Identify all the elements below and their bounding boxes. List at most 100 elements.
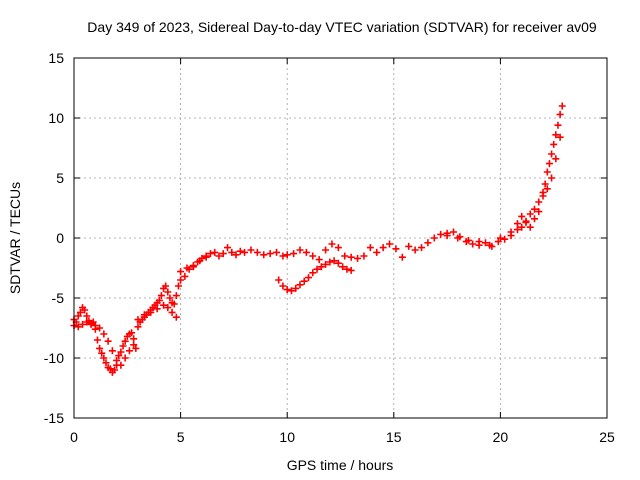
data-point — [119, 342, 127, 350]
data-point — [104, 337, 112, 345]
data-point — [454, 234, 462, 242]
data-point — [545, 160, 553, 168]
data-point — [196, 257, 204, 265]
x-axis-label: GPS time / hours — [287, 457, 394, 473]
data-point — [398, 253, 406, 261]
data-point — [87, 319, 95, 327]
data-point — [486, 241, 494, 249]
data-point — [96, 324, 104, 332]
x-tick-label: 5 — [177, 429, 185, 445]
data-point — [166, 294, 174, 302]
data-point — [115, 352, 123, 360]
data-point — [164, 304, 172, 312]
data-point — [535, 208, 543, 216]
x-tick-label: 0 — [70, 429, 78, 445]
data-point — [273, 248, 281, 256]
data-point — [496, 234, 504, 242]
y-tick-label: 0 — [56, 230, 64, 246]
data-point — [405, 242, 413, 250]
data-point — [531, 215, 539, 223]
data-point — [411, 246, 419, 254]
data-point — [526, 210, 534, 218]
data-point — [219, 250, 227, 258]
data-point — [153, 305, 161, 313]
data-point — [211, 248, 219, 256]
data-point — [140, 311, 148, 319]
data-point — [392, 245, 400, 253]
data-point — [155, 296, 163, 304]
data-point — [215, 252, 223, 260]
y-tick-label: 5 — [56, 170, 64, 186]
data-point — [224, 244, 232, 252]
data-point — [315, 256, 323, 264]
data-point — [360, 252, 368, 260]
data-point — [117, 361, 125, 369]
data-point — [275, 276, 283, 284]
data-point — [81, 306, 89, 314]
data-point — [183, 264, 191, 272]
data-point — [83, 312, 91, 320]
data-point — [386, 240, 394, 248]
y-tick-label: -10 — [44, 350, 64, 366]
data-point — [283, 286, 291, 294]
data-point — [449, 228, 457, 236]
data-point — [300, 277, 308, 285]
data-point — [302, 248, 310, 256]
data-point — [305, 274, 313, 282]
data-point — [117, 348, 125, 356]
data-point — [189, 263, 197, 271]
data-point — [132, 344, 140, 352]
data-point — [518, 212, 526, 220]
data-point — [535, 198, 543, 206]
series-0 — [70, 102, 566, 376]
data-point — [241, 248, 249, 256]
data-point — [437, 230, 445, 238]
data-point — [552, 155, 560, 163]
x-tick-label: 15 — [386, 429, 402, 445]
data-point — [309, 269, 317, 277]
data-point — [339, 263, 347, 271]
data-point — [317, 263, 325, 271]
data-point — [83, 318, 91, 326]
data-point — [134, 323, 142, 331]
data-point — [552, 131, 560, 139]
data-point — [98, 349, 106, 357]
data-point — [526, 223, 534, 231]
data-point — [558, 102, 566, 110]
data-point — [170, 300, 178, 308]
data-point — [260, 251, 268, 259]
data-point — [164, 288, 172, 296]
data-point — [494, 238, 502, 246]
data-point — [556, 110, 564, 118]
data-point — [518, 223, 526, 231]
data-point — [522, 218, 530, 226]
data-point — [96, 344, 104, 352]
chart-title: Day 349 of 2023, Sidereal Day-to-day VTE… — [87, 19, 597, 35]
data-point — [507, 232, 515, 240]
data-point — [556, 133, 564, 141]
data-point — [74, 323, 82, 331]
y-tick-label: -15 — [44, 410, 64, 426]
y-tick-label: 15 — [48, 50, 64, 66]
data-point — [172, 292, 180, 300]
data-point — [121, 354, 129, 362]
data-point — [162, 282, 170, 290]
data-point — [501, 235, 509, 243]
data-point — [247, 246, 255, 254]
data-point — [347, 253, 355, 261]
data-point — [543, 185, 551, 193]
data-point — [121, 337, 129, 345]
data-point — [475, 238, 483, 246]
data-point — [309, 252, 317, 260]
data-point — [113, 356, 121, 364]
data-point — [130, 335, 138, 343]
data-point — [108, 347, 116, 355]
axis-tick-labels: 0 5 10 15 20 25 -15 -10 -5 0 5 10 15 — [44, 50, 615, 445]
data-point — [354, 254, 362, 262]
data-point — [430, 234, 438, 242]
data-point — [541, 180, 549, 188]
data-point — [330, 257, 338, 265]
data-point — [206, 250, 214, 258]
data-point — [100, 330, 108, 338]
